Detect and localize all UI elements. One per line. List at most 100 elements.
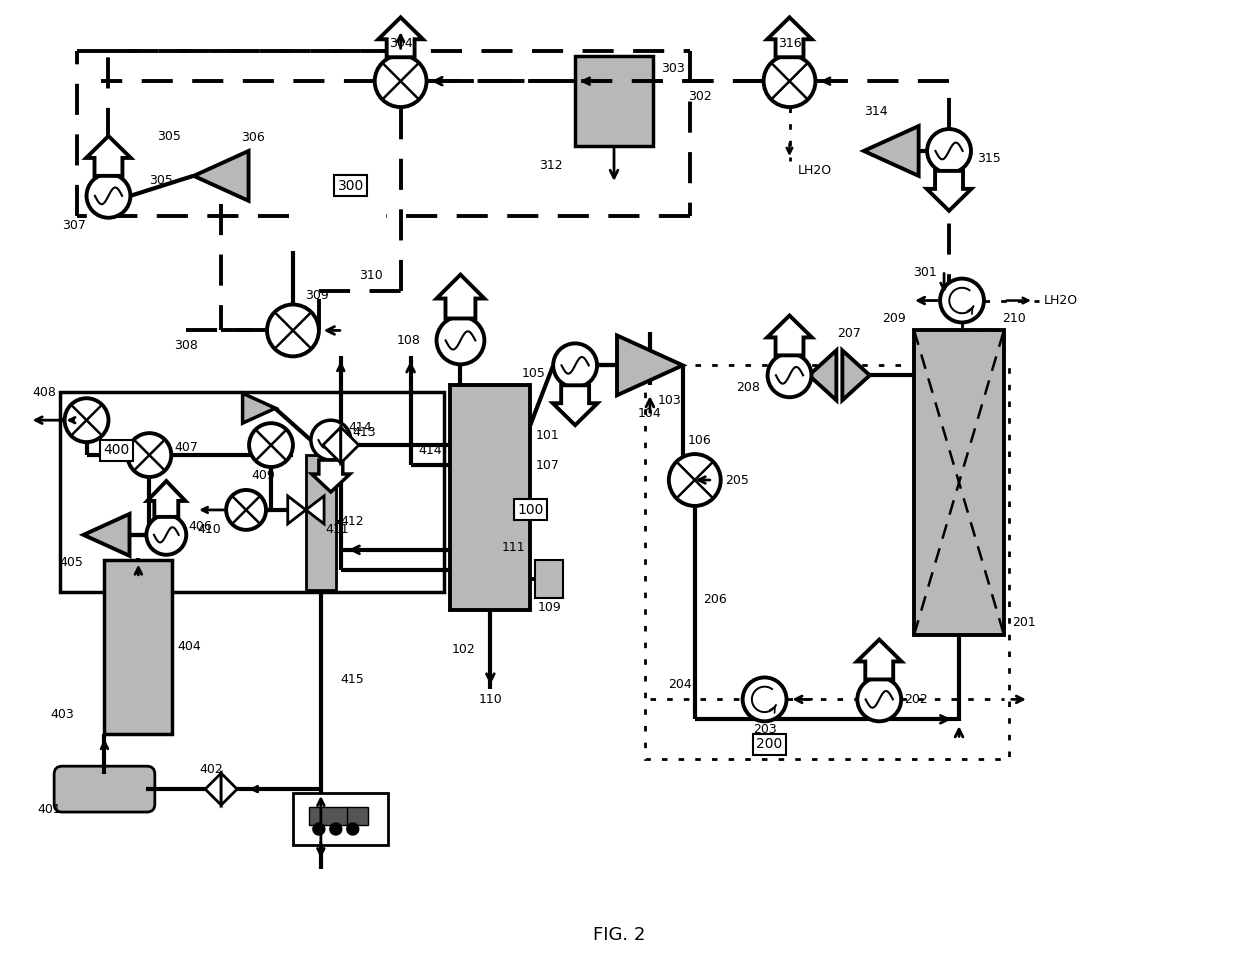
Bar [309,807,347,825]
Bar [914,330,1004,635]
Text: 109: 109 [538,601,561,614]
Circle shape [64,398,109,442]
Text: 203: 203 [753,723,777,736]
Circle shape [768,354,812,397]
Circle shape [742,677,787,722]
Text: 101: 101 [535,429,559,441]
Polygon shape [843,351,870,400]
Text: 407: 407 [175,440,198,454]
Text: 106: 106 [688,434,711,446]
Bar [346,807,368,825]
Text: 308: 308 [175,339,198,352]
Text: 100: 100 [517,503,544,517]
Circle shape [436,317,484,364]
Polygon shape [927,171,971,211]
Text: 102: 102 [452,643,476,656]
Polygon shape [243,393,275,423]
Bar [575,56,653,146]
Text: 309: 309 [305,289,328,302]
Text: 107: 107 [535,459,559,471]
Circle shape [940,278,984,323]
Circle shape [313,823,325,835]
Polygon shape [809,351,836,400]
Circle shape [669,454,721,506]
Circle shape [87,174,130,217]
Text: 314: 314 [865,104,888,118]
FancyBboxPatch shape [55,766,155,812]
Text: 210: 210 [1002,312,1026,325]
Bar [646,365,1009,759]
Text: 200: 200 [757,737,783,752]
Text: 206: 206 [703,593,726,606]
Circle shape [268,304,318,356]
Text: 201: 201 [1012,616,1036,629]
Polygon shape [553,385,597,425]
Text: 415: 415 [341,673,364,686]
Bar [535,559,564,598]
Bar [59,392,444,592]
Polygon shape [83,514,130,555]
Text: 305: 305 [150,175,173,187]
Circle shape [553,343,597,387]
Text: 402: 402 [199,763,223,776]
Bar [306,455,336,589]
Text: 403: 403 [51,708,74,721]
Bar [294,793,388,845]
Text: 208: 208 [736,381,760,394]
Circle shape [227,490,266,530]
Text: 111: 111 [502,541,525,554]
Text: 306: 306 [242,131,265,145]
Text: 301: 301 [913,266,937,279]
Text: 304: 304 [389,37,413,50]
Polygon shape [864,126,918,176]
Text: 202: 202 [904,693,928,706]
Polygon shape [287,496,306,524]
Text: 410: 410 [197,524,221,536]
Polygon shape [378,17,422,57]
Polygon shape [206,773,221,805]
Text: 300: 300 [338,179,364,193]
Text: LH2O: LH2O [1043,294,1078,307]
Text: 310: 310 [359,270,383,282]
Circle shape [347,823,359,835]
Text: 315: 315 [978,153,1001,165]
Text: 103: 103 [658,394,681,407]
Text: 312: 312 [539,159,564,172]
Circle shape [249,423,292,467]
Text: 411: 411 [326,524,349,536]
Text: 412: 412 [341,516,364,528]
Text: FIG. 2: FIG. 2 [592,925,646,944]
Polygon shape [767,17,812,57]
Circle shape [857,677,901,722]
Text: 302: 302 [688,90,711,102]
Circle shape [927,129,971,173]
Circle shape [330,823,342,835]
Text: 207: 207 [838,327,861,340]
Circle shape [763,55,815,107]
Polygon shape [617,335,683,395]
Text: 414: 414 [419,443,442,457]
Text: 406: 406 [188,521,212,533]
Circle shape [128,433,171,477]
Text: 209: 209 [882,312,906,325]
Circle shape [311,420,351,460]
Polygon shape [323,427,341,463]
Polygon shape [767,316,812,355]
Text: 405: 405 [59,556,83,569]
Text: 204: 204 [668,678,691,691]
Polygon shape [147,481,186,517]
Text: 401: 401 [37,803,62,815]
Polygon shape [87,136,131,176]
Text: 408: 408 [32,385,57,399]
Polygon shape [221,773,237,805]
Text: 105: 105 [522,367,545,380]
Polygon shape [193,151,249,201]
Text: 104: 104 [638,407,662,419]
Text: 316: 316 [778,37,802,50]
Polygon shape [306,496,325,524]
Text: 303: 303 [660,62,685,74]
Polygon shape [341,427,359,463]
Text: 307: 307 [62,219,85,232]
Polygon shape [312,460,349,492]
Text: 414: 414 [349,420,373,434]
